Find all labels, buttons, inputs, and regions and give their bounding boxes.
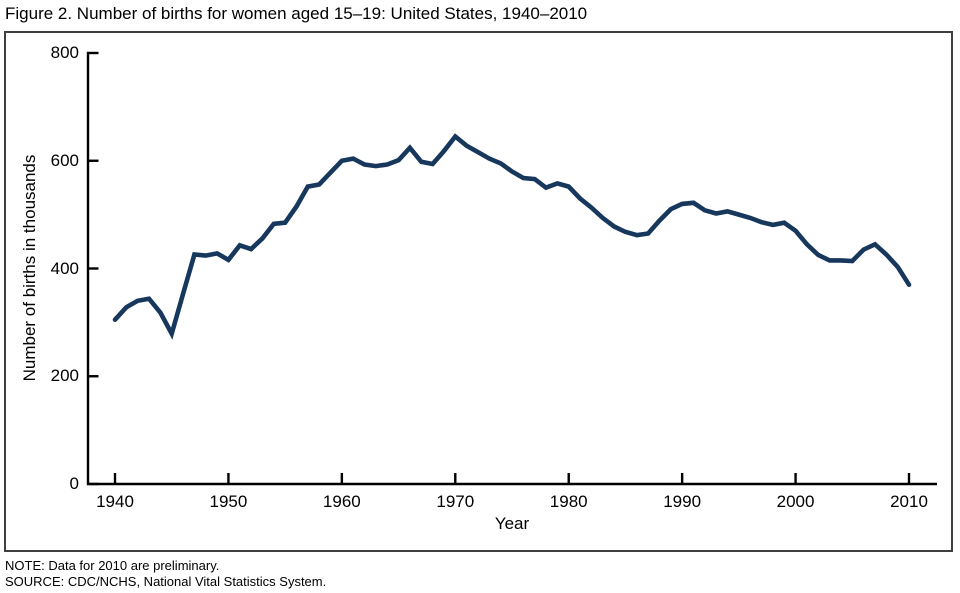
y-tick-label: 200 (50, 366, 79, 386)
y-tick-label: 0 (69, 474, 79, 493)
x-tick-label: 1950 (209, 492, 248, 511)
figure-title: Figure 2. Number of births for women age… (5, 4, 588, 23)
x-tick-label: 1940 (96, 492, 134, 511)
x-tick-label: 2000 (776, 492, 815, 511)
y-tick-label: 600 (50, 150, 79, 170)
source-text: SOURCE: CDC/NCHS, National Vital Statist… (5, 574, 327, 589)
x-axis-label: Year (494, 514, 530, 533)
chart-frame (4, 31, 953, 552)
y-tick-label: 800 (50, 43, 79, 62)
x-tick-label: 1980 (549, 492, 588, 511)
y-tick-label: 400 (50, 258, 79, 278)
x-tick-label: 1970 (436, 492, 475, 511)
x-tick-label: 1990 (663, 492, 702, 511)
x-tick-label: 1960 (322, 492, 361, 511)
axes (86, 51, 937, 486)
births-line-series (112, 133, 912, 340)
note-text: NOTE: Data for 2010 are preliminary. (5, 558, 220, 573)
x-tick-label: 2010 (890, 492, 928, 511)
